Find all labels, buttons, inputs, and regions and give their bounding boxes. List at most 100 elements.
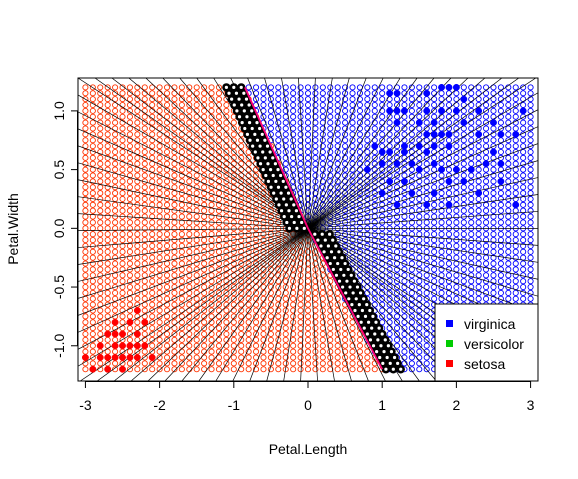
grid-point (126, 184, 133, 191)
grid-point (245, 360, 252, 367)
grid-point (104, 119, 111, 126)
grid-point (230, 225, 237, 232)
grid-point (238, 283, 245, 291)
grid-point (104, 242, 111, 249)
grid-point (238, 237, 245, 244)
grid-point (297, 148, 304, 156)
grid-point (527, 266, 534, 273)
grid-point (408, 289, 415, 296)
grid-point (512, 107, 519, 114)
grid-point (82, 213, 89, 220)
grid-point (89, 137, 96, 144)
grid-point (134, 260, 141, 267)
data-point-virginica (438, 107, 445, 115)
ray-line (307, 78, 435, 229)
grid-point (297, 360, 304, 367)
grid-point (178, 231, 185, 238)
grid-point (453, 101, 460, 109)
grid-point (97, 360, 104, 367)
grid-point (253, 360, 260, 367)
grid-point (245, 366, 252, 373)
grid-point (475, 166, 482, 173)
grid-point (445, 113, 453, 120)
grid-point (408, 96, 415, 103)
grid-point (89, 342, 96, 349)
grid-point (371, 172, 378, 179)
grid-point (126, 137, 133, 144)
grid-point (379, 307, 386, 314)
grid-point (319, 178, 326, 185)
grid-point (423, 237, 430, 244)
grid-point (186, 219, 193, 226)
grid-point (193, 313, 200, 320)
grid-point (490, 190, 497, 197)
grid-point (245, 289, 252, 296)
grid-point (156, 354, 163, 361)
grid-point (497, 289, 504, 296)
grid-point (356, 201, 363, 208)
grid-point (223, 307, 230, 314)
grid-point (393, 289, 401, 296)
grid-point (483, 166, 490, 173)
grid-point (267, 266, 274, 273)
grid-point (260, 231, 267, 238)
grid-point (163, 313, 171, 320)
grid-point (267, 313, 274, 320)
grid-point (156, 348, 163, 355)
grid-point (475, 119, 482, 126)
grid-point (163, 307, 171, 314)
grid-point (349, 366, 356, 373)
grid-point (527, 231, 534, 238)
grid-point (497, 107, 504, 114)
data-point-virginica (415, 119, 423, 127)
grid-point (290, 272, 297, 279)
grid-point (438, 195, 445, 203)
grid-point (141, 207, 148, 214)
boundary-cell-center (274, 179, 278, 183)
grid-point (319, 166, 326, 173)
grid-point (112, 348, 119, 355)
boundary-cell-center (239, 85, 243, 89)
ray-line (281, 78, 309, 229)
grid-point (431, 96, 438, 103)
grid-point (126, 195, 133, 203)
grid-point (267, 278, 274, 285)
grid-point (171, 289, 178, 296)
grid-point (141, 272, 148, 279)
ray-line (215, 228, 309, 381)
grid-point (97, 143, 104, 150)
grid-point (178, 119, 185, 126)
grid-point (178, 319, 185, 326)
grid-point (97, 190, 104, 197)
grid-point (423, 219, 430, 226)
grid-point (201, 148, 208, 156)
grid-point (97, 160, 104, 167)
grid-point (497, 266, 504, 273)
grid-point (527, 219, 534, 226)
grid-point (149, 325, 156, 332)
grid-point (327, 360, 334, 367)
ray-line (307, 78, 520, 229)
grid-point (349, 143, 356, 150)
grid-point (178, 125, 185, 132)
grid-point (475, 242, 482, 249)
grid-point (223, 107, 230, 114)
grid-point (163, 113, 171, 120)
grid-point (238, 248, 245, 255)
data-point-virginica (423, 107, 431, 115)
grid-point (527, 137, 534, 144)
grid-point (505, 278, 512, 285)
grid-point (468, 231, 475, 238)
grid-point (171, 330, 178, 338)
grid-point (445, 213, 453, 220)
grid-point (483, 207, 490, 214)
grid-point (312, 148, 319, 156)
grid-point (416, 242, 423, 249)
grid-point (431, 254, 438, 261)
grid-point (126, 231, 133, 238)
boundary-cell-center (389, 350, 394, 354)
grid-point (408, 237, 415, 244)
grid-point (230, 319, 237, 326)
data-point-virginica (438, 130, 445, 138)
grid-point (490, 172, 497, 179)
